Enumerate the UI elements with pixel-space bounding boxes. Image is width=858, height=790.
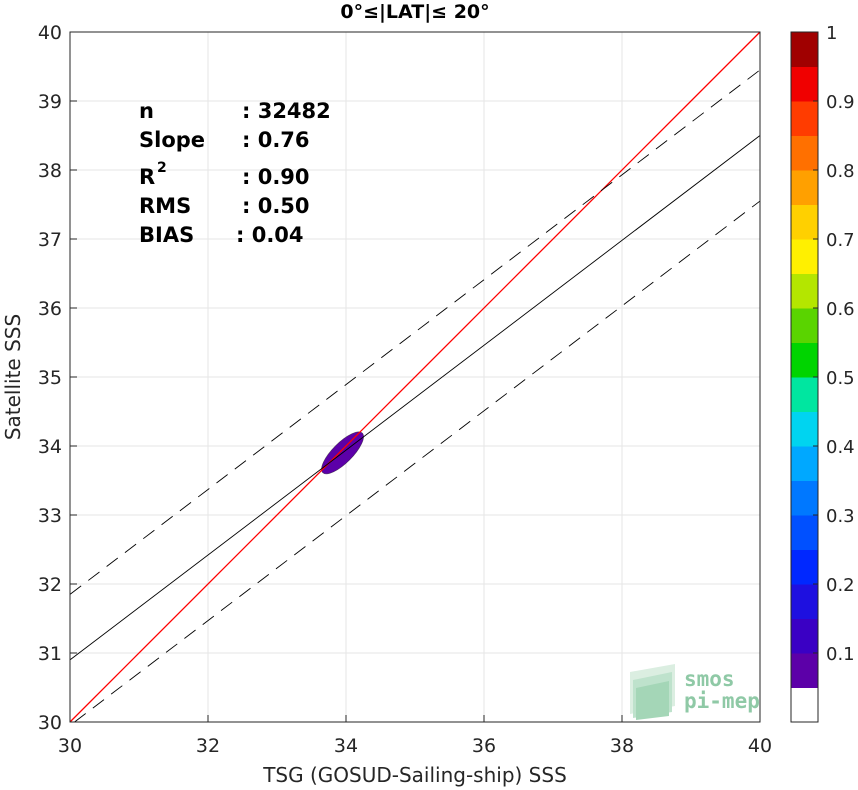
regression-lines <box>69 31 761 723</box>
colorbar-swatch <box>791 584 818 619</box>
x-tick-label: 40 <box>748 735 772 757</box>
stat-label: Slope <box>139 128 205 152</box>
y-tick-label: 37 <box>38 229 62 251</box>
colorbar-swatch <box>791 377 818 412</box>
line-one-to-one <box>69 31 761 723</box>
colorbar-swatch <box>791 66 818 102</box>
colorbar-tick-label: 0.3 <box>826 506 855 527</box>
colorbar-tick-label: 0.5 <box>826 368 855 389</box>
y-tick-label: 30 <box>38 712 62 734</box>
colorbar-tick-label: 0.2 <box>826 575 855 596</box>
x-tick-label: 36 <box>472 735 496 757</box>
x-tick-label: 34 <box>334 735 358 757</box>
colorbar-swatch <box>791 480 818 516</box>
y-tick-label: 34 <box>38 436 62 458</box>
colorbar-swatch <box>791 101 818 136</box>
stat-label: BIAS <box>139 223 194 247</box>
x-axis: 30 32 34 36 38 40 <box>58 715 772 757</box>
grid <box>69 31 761 723</box>
colorbar-swatch <box>791 618 818 654</box>
stats-box: n : 32482 Slope : 0.76 R 2 : 0.90 RMS : 0.50 BIAS… <box>139 99 331 247</box>
y-tick-label: 32 <box>38 574 62 596</box>
colorbar-swatch <box>791 135 818 171</box>
colorbar-tick-label: 0.1 <box>826 644 855 665</box>
stat-value: : 0.90 <box>242 165 310 189</box>
colorbar-swatch <box>791 273 818 309</box>
colorbar-swatch <box>791 411 818 447</box>
line-fit-upper <box>69 69 761 595</box>
y-axis: 30 31 32 33 34 35 36 37 38 39 40 <box>38 22 77 734</box>
chart-title: 0°≤|LAT|≤ 20° <box>340 1 489 23</box>
stat-label: R <box>139 165 155 189</box>
colorbar-swatch <box>791 653 818 688</box>
stat-label-superscript: 2 <box>157 160 167 176</box>
colorbar: 0.1 0.2 0.3 0.4 0.5 0.6 0.7 0.8 0.9 1 <box>790 23 855 723</box>
stat-value: : 0.76 <box>242 128 310 152</box>
colorbar-swatch <box>791 687 818 723</box>
logo-waves-icon <box>630 664 675 720</box>
logo-text-pimep: pi-mep <box>684 689 760 713</box>
colorbar-swatch <box>791 204 818 240</box>
y-axis-title: Satellite SSS <box>1 314 25 440</box>
x-tick-label: 30 <box>58 735 82 757</box>
y-tick-label: 36 <box>38 298 62 320</box>
colorbar-swatch <box>791 446 818 481</box>
stat-value: : 0.04 <box>236 223 304 247</box>
colorbar-tick-label: 0.9 <box>826 92 855 113</box>
colorbar-swatch <box>791 308 818 343</box>
y-tick-label: 31 <box>38 643 62 665</box>
colorbar-tick-label: 0.4 <box>826 437 855 458</box>
colorbar-tick-label: 0.8 <box>826 161 855 182</box>
line-fit-lower <box>74 200 761 723</box>
x-tick-label: 38 <box>610 735 634 757</box>
colorbar-swatch <box>791 170 818 205</box>
x-tick-label: 32 <box>196 735 220 757</box>
y-tick-label: 39 <box>38 91 62 113</box>
y-tick-label: 35 <box>38 367 62 389</box>
colorbar-tick-label: 1 <box>826 23 837 44</box>
colorbar-swatch <box>791 342 818 378</box>
colorbar-swatch <box>791 515 818 550</box>
colorbar-swatch <box>791 239 818 274</box>
stat-value: : 32482 <box>242 99 331 123</box>
colorbar-swatch <box>791 32 818 67</box>
stat-label: n <box>139 99 154 123</box>
y-tick-label: 38 <box>38 160 62 182</box>
stat-value: : 0.50 <box>242 194 310 218</box>
y-tick-label: 40 <box>38 22 62 44</box>
smos-pi-mep-logo: smos pi-mep <box>630 664 760 720</box>
x-axis-title: TSG (GOSUD-Sailing-ship) SSS <box>262 763 567 787</box>
stat-label: RMS <box>139 194 191 218</box>
y-tick-label: 33 <box>38 505 62 527</box>
colorbar-swatch <box>791 549 818 585</box>
line-fit <box>69 135 761 661</box>
colorbar-tick-label: 0.7 <box>826 230 855 251</box>
logo-text-smos: smos <box>684 667 735 691</box>
colorbar-tick-label: 0.6 <box>826 299 855 320</box>
